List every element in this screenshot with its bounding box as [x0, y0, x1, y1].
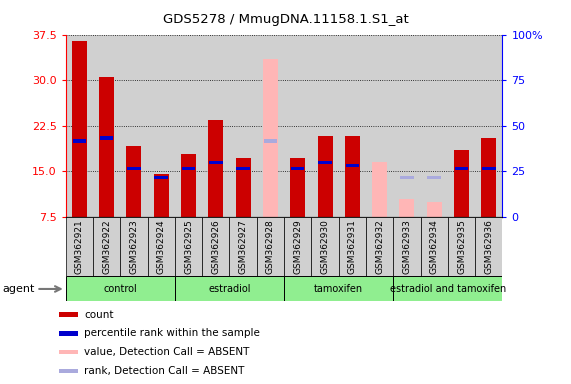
- Bar: [202, 217, 230, 276]
- Bar: [318, 161, 332, 164]
- Bar: [311, 35, 339, 217]
- Bar: [66, 35, 93, 217]
- Bar: [93, 35, 120, 217]
- Bar: [257, 35, 284, 217]
- Bar: [58, 369, 78, 373]
- Text: GDS5278 / MmugDNA.11158.1.S1_at: GDS5278 / MmugDNA.11158.1.S1_at: [163, 13, 408, 26]
- Bar: [147, 35, 175, 217]
- Bar: [257, 217, 284, 276]
- Text: GSM362929: GSM362929: [293, 219, 302, 274]
- Bar: [182, 167, 195, 170]
- Text: estradiol and tamoxifen: estradiol and tamoxifen: [390, 284, 506, 294]
- Bar: [236, 158, 251, 217]
- Bar: [454, 150, 469, 217]
- Bar: [448, 217, 475, 276]
- Bar: [482, 167, 496, 170]
- Text: tamoxifen: tamoxifen: [314, 284, 363, 294]
- Text: agent: agent: [3, 284, 35, 294]
- Bar: [400, 199, 415, 217]
- Bar: [421, 217, 448, 276]
- Text: GSM362936: GSM362936: [484, 219, 493, 274]
- Text: GSM362923: GSM362923: [130, 219, 138, 274]
- Text: count: count: [85, 310, 114, 319]
- Bar: [58, 350, 78, 354]
- Bar: [372, 162, 387, 217]
- Bar: [393, 276, 502, 301]
- Bar: [126, 146, 142, 217]
- Bar: [181, 154, 196, 217]
- Bar: [339, 35, 366, 217]
- Bar: [264, 139, 277, 142]
- Bar: [236, 167, 250, 170]
- Bar: [345, 164, 359, 167]
- Text: GSM362927: GSM362927: [239, 219, 248, 274]
- Text: GSM362935: GSM362935: [457, 219, 466, 274]
- Bar: [72, 41, 87, 217]
- Bar: [393, 217, 421, 276]
- Bar: [230, 217, 257, 276]
- Text: GSM362925: GSM362925: [184, 219, 193, 274]
- Bar: [175, 217, 202, 276]
- Bar: [208, 120, 223, 217]
- Bar: [263, 59, 278, 217]
- Bar: [209, 161, 223, 164]
- Bar: [448, 35, 475, 217]
- Bar: [66, 276, 175, 301]
- Text: GSM362933: GSM362933: [403, 219, 412, 274]
- Bar: [175, 276, 284, 301]
- Bar: [100, 136, 114, 140]
- Bar: [291, 167, 304, 170]
- Text: estradiol: estradiol: [208, 284, 251, 294]
- Bar: [175, 35, 202, 217]
- Text: value, Detection Call = ABSENT: value, Detection Call = ABSENT: [85, 347, 250, 357]
- Bar: [400, 176, 413, 179]
- Bar: [58, 331, 78, 336]
- Text: rank, Detection Call = ABSENT: rank, Detection Call = ABSENT: [85, 366, 244, 376]
- Bar: [93, 217, 120, 276]
- Text: GSM362931: GSM362931: [348, 219, 357, 274]
- Bar: [58, 313, 78, 317]
- Text: GSM362926: GSM362926: [211, 219, 220, 274]
- Bar: [339, 217, 366, 276]
- Bar: [284, 276, 393, 301]
- Bar: [427, 202, 442, 217]
- Bar: [120, 217, 147, 276]
- Bar: [428, 176, 441, 179]
- Bar: [366, 35, 393, 217]
- Text: GSM362921: GSM362921: [75, 219, 84, 274]
- Bar: [66, 217, 93, 276]
- Bar: [475, 217, 502, 276]
- Bar: [230, 35, 257, 217]
- Bar: [481, 138, 496, 217]
- Bar: [317, 136, 332, 217]
- Bar: [421, 35, 448, 217]
- Bar: [290, 158, 305, 217]
- Bar: [154, 174, 168, 217]
- Bar: [99, 77, 114, 217]
- Bar: [202, 35, 230, 217]
- Bar: [147, 217, 175, 276]
- Text: GSM362934: GSM362934: [430, 219, 439, 274]
- Bar: [284, 35, 311, 217]
- Bar: [127, 167, 140, 170]
- Text: GSM362930: GSM362930: [320, 219, 329, 274]
- Text: GSM362932: GSM362932: [375, 219, 384, 274]
- Text: percentile rank within the sample: percentile rank within the sample: [85, 328, 260, 338]
- Bar: [345, 136, 360, 217]
- Bar: [311, 217, 339, 276]
- Text: GSM362924: GSM362924: [156, 219, 166, 274]
- Bar: [393, 35, 421, 217]
- Bar: [155, 176, 168, 179]
- Bar: [120, 35, 147, 217]
- Text: GSM362928: GSM362928: [266, 219, 275, 274]
- Bar: [475, 35, 502, 217]
- Text: GSM362922: GSM362922: [102, 219, 111, 274]
- Bar: [366, 217, 393, 276]
- Bar: [73, 139, 86, 142]
- Bar: [455, 167, 468, 170]
- Text: control: control: [103, 284, 137, 294]
- Bar: [284, 217, 311, 276]
